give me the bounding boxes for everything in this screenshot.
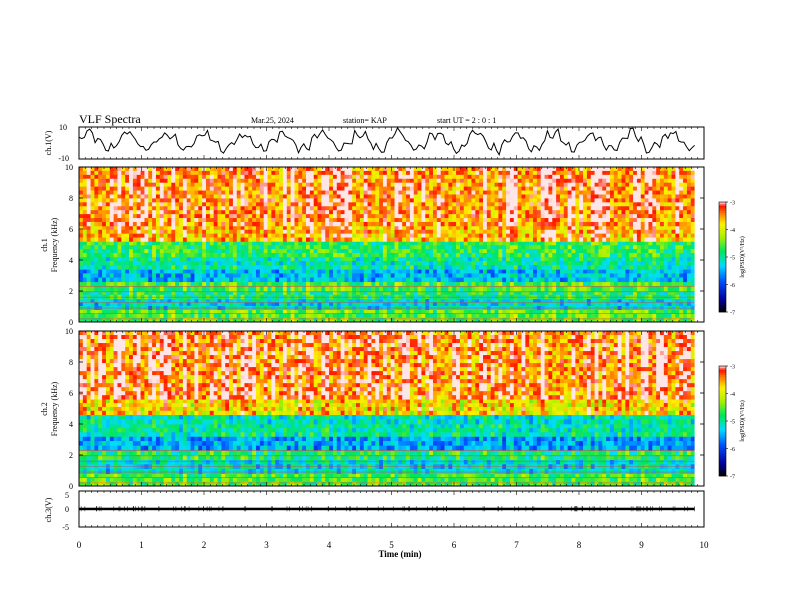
ch2-spectrogram-image [79,331,704,487]
ch2-spectrogram-ytick-1: 2 [69,451,73,460]
time-axis-tick-10: 10 [700,540,710,550]
time-axis-ticks: 0 1 2 3 4 5 6 7 8 9 10 [77,127,709,550]
ch1-spectrogram-colorbar-tick-3: -6 [730,283,735,289]
ch2-spectrogram-colorbar-tick-3: -6 [730,447,735,453]
time-axis-tick-3: 3 [264,540,269,550]
ch1-spectrogram-ylabel-channel: ch.1 [40,238,49,252]
time-axis-label: Time (min) [378,549,421,559]
ch3-waveform-trace [79,506,695,512]
ch2-spectrogram-colorbar-label: log(PSD)(V²/Hz) [739,400,746,441]
time-axis-tick-1: 1 [139,540,144,550]
figure-title: VLF Spectra [79,112,141,126]
ch2-spectrogram-ytick-3: 6 [69,389,73,398]
ch1-spectrogram-image [79,167,704,323]
ch2-spectrogram-yticks: 0 2 4 6 8 10 [65,327,704,491]
time-axis-tick-0: 0 [77,540,82,550]
ch1-spectrogram-ytick-4: 8 [69,194,73,203]
ch2-spectrogram-colorbar-tick-0: -3 [730,365,735,371]
ch1-spectrogram-panel: 0 2 4 6 8 10 ch.1 Frequency (kHz) -3 -4 -5 -6 -7 l… [40,163,746,327]
ch1-spectrogram-colorbar-tick-0: -3 [730,201,735,207]
ch3-waveform-band [79,507,695,511]
ch2-spectrogram-panel: 0 2 4 6 8 10 ch.2 Frequency (kHz) -3 -4 -5 -6 -7 l… [40,327,746,491]
ch3-ytick-middle: 0 [65,505,69,514]
ch1-spectrogram-colorbar-tick-1: -4 [730,228,735,234]
ch2-spectrogram-ytick-0: 0 [69,482,73,491]
start-time-label: start UT = 2 : 0 : 1 [437,116,496,125]
time-axis-tick-7: 7 [514,540,519,550]
ch1-ytick-bottom: -10 [58,154,69,163]
ch3-ytick-bottom: -5 [62,523,69,532]
ch1-colorbar: -3 -4 -5 -6 -7 log(PSD)(V²/Hz) [718,201,746,317]
ch2-spectrogram-ytick-5: 10 [65,327,73,336]
ch1-waveform-frame [78,126,705,160]
ch2-spectrogram-ytick-4: 8 [69,358,73,367]
ch2-spectrogram-ytick-2: 4 [69,420,73,429]
time-axis-tick-6: 6 [452,540,457,550]
ch1-ytick-top: 10 [59,123,67,132]
ch1-spectrogram-ytick-2: 4 [69,256,73,265]
ch2-spectrogram-ylabel-channel: ch.2 [40,402,49,416]
ch1-waveform-line [78,126,695,156]
ch1-spectrogram-ytick-1: 2 [69,287,73,296]
ch1-spectrogram-colorbar-tick-2: -5 [730,256,735,262]
ch1-waveform-trace [78,126,695,156]
ch1-spectrogram-ylabel-frequency: Frequency (kHz) [50,217,59,272]
ch1-spectrogram-yticks: 0 2 4 6 8 10 [65,163,704,327]
ch2-colorbar: -3 -4 -5 -6 -7 log(PSD)(V²/Hz) [718,365,746,481]
ch1-spectrogram-ytick-0: 0 [69,318,73,327]
ch2-spectrogram-colorbar-tick-4: -7 [730,475,735,481]
ch1-spectrogram-colorbar-label: log(PSD)(V²/Hz) [739,236,746,277]
time-axis-tick-2: 2 [202,540,207,550]
ch3-ylabel: ch.3(V) [44,497,53,522]
ch3-ytick-top: 5 [65,491,69,500]
time-axis-tick-8: 8 [577,540,582,550]
ch3-waveform-panel: 5 0 -5 ch.3(V) [44,490,705,532]
time-axis-tick-4: 4 [327,540,332,550]
ch2-spectrogram-colorbar-tick-2: -5 [730,420,735,426]
ch1-ylabel: ch.1(V) [44,130,53,155]
station-label: station= KAP [343,116,387,125]
time-axis-tick-5: 5 [389,540,394,550]
date-label: Mar.25, 2024 [251,116,294,125]
ch1-waveform-panel: 10 -10 ch.1(V) [44,123,705,163]
time-axis-tick-9: 9 [639,540,644,550]
ch2-spectrogram-colorbar-tick-1: -4 [730,392,735,398]
ch2-spectrogram-ylabel-frequency: Frequency (kHz) [50,381,59,436]
ch1-spectrogram-ytick-3: 6 [69,225,73,234]
ch1-spectrogram-colorbar-tick-4: -7 [730,311,735,317]
ch1-spectrogram-ytick-5: 10 [65,163,73,172]
